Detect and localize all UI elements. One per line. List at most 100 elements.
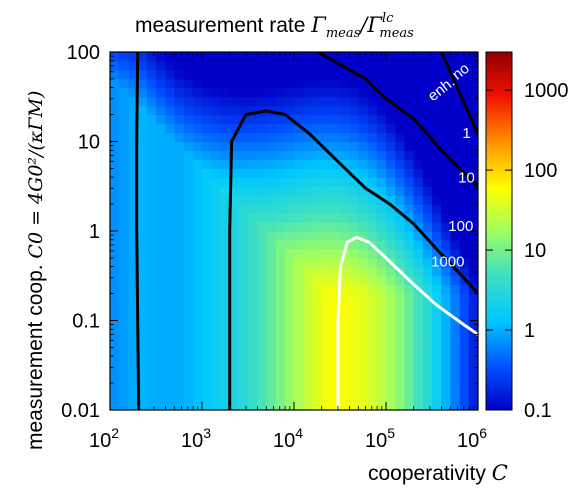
heatmap-cell xyxy=(165,222,175,232)
heatmap-cell xyxy=(321,78,332,89)
heatmap-cell xyxy=(220,302,231,313)
heatmap-cell xyxy=(174,96,185,107)
heatmap-cell xyxy=(330,374,341,384)
heatmap-cell xyxy=(358,392,369,402)
heatmap-cell xyxy=(165,114,175,125)
heatmap-cell xyxy=(294,320,304,331)
heatmap-cell xyxy=(192,123,203,134)
heatmap-cell xyxy=(211,60,221,71)
heatmap-cell xyxy=(220,69,231,80)
heatmap-cell xyxy=(266,338,277,348)
heatmap-cell xyxy=(459,311,470,322)
heatmap-cell xyxy=(238,168,249,178)
heatmap-cell xyxy=(202,383,212,393)
heatmap-cell xyxy=(266,365,277,375)
heatmap-cell xyxy=(340,222,350,232)
heatmap-cell xyxy=(340,338,350,348)
heatmap-cell xyxy=(248,114,258,125)
heatmap-cell xyxy=(303,132,313,143)
heatmap-cell xyxy=(386,141,396,152)
heatmap-cell xyxy=(459,78,470,89)
heatmap-cell xyxy=(128,87,139,98)
heatmap-cell xyxy=(156,168,166,178)
heatmap-cell xyxy=(137,275,148,286)
heatmap-cell xyxy=(156,150,166,160)
heatmap-cell xyxy=(275,60,286,71)
heatmap-cell xyxy=(376,231,387,241)
heatmap-cell xyxy=(146,338,157,348)
heatmap-cell xyxy=(248,257,258,268)
heatmap-cell xyxy=(156,52,166,62)
heatmap-cell xyxy=(386,87,396,98)
heatmap-cell xyxy=(156,284,166,295)
heatmap-cell xyxy=(110,392,120,402)
heatmap-cell xyxy=(266,248,277,259)
heatmap-cell xyxy=(413,356,424,366)
heatmap-cell xyxy=(395,195,405,205)
heatmap-cell xyxy=(220,132,231,143)
heatmap-cell xyxy=(358,177,369,187)
heatmap-cell xyxy=(257,356,267,366)
heatmap-cell xyxy=(156,392,166,402)
heatmap-cell xyxy=(367,302,378,313)
heatmap-cell xyxy=(284,365,295,375)
heatmap-cell xyxy=(165,338,175,348)
heatmap-cell xyxy=(137,293,148,304)
heatmap-cell xyxy=(174,105,185,116)
heatmap-cell xyxy=(303,150,313,160)
heatmap-cell xyxy=(404,320,415,331)
heatmap-cell xyxy=(312,141,323,152)
heatmap-cell xyxy=(119,222,129,232)
heatmap-cell xyxy=(165,177,175,187)
heatmap-cell xyxy=(165,257,175,268)
heatmap-cell xyxy=(395,231,405,241)
heatmap-cell xyxy=(349,177,359,187)
heatmap-cell xyxy=(413,105,424,116)
heatmap-cell xyxy=(174,383,185,393)
heatmap-cell xyxy=(386,132,396,143)
heatmap-cell xyxy=(137,302,148,313)
heatmap-cell xyxy=(367,132,378,143)
heatmap-cell xyxy=(303,347,313,357)
heatmap-cell xyxy=(211,69,221,80)
heatmap-cell xyxy=(248,195,258,205)
colorbar xyxy=(485,51,513,411)
heatmap-cell xyxy=(275,177,286,187)
heatmap-cell xyxy=(192,284,203,295)
heatmap-cell xyxy=(266,311,277,322)
heatmap-cell xyxy=(441,114,451,125)
heatmap-cell xyxy=(275,186,286,196)
heatmap-cell xyxy=(376,114,387,125)
heatmap-cell xyxy=(156,374,166,384)
heatmap-cell xyxy=(174,52,185,62)
heatmap-cell xyxy=(303,204,313,214)
heatmap-cell xyxy=(110,284,120,295)
heatmap-cell xyxy=(349,266,359,277)
heatmap-cell xyxy=(146,195,157,205)
heatmap-cell xyxy=(220,338,231,348)
heatmap-cell xyxy=(450,168,461,178)
heatmap-cell xyxy=(376,213,387,223)
heatmap-cell xyxy=(330,159,341,169)
heatmap-cell xyxy=(395,114,405,125)
heatmap-cell xyxy=(413,69,424,80)
heatmap-cell xyxy=(441,87,451,98)
heatmap-cell xyxy=(367,141,378,152)
heatmap-cell xyxy=(367,347,378,357)
heatmap-cell xyxy=(248,60,258,71)
heatmap-cell xyxy=(459,159,470,169)
heatmap-cell xyxy=(119,338,129,348)
heatmap-cell xyxy=(358,204,369,214)
heatmap-cell xyxy=(202,87,212,98)
heatmap-cell xyxy=(330,69,341,80)
heatmap-cell xyxy=(330,239,341,250)
y-tick-label: 10 xyxy=(78,132,100,154)
heatmap-cell xyxy=(422,320,433,331)
heatmap-cell xyxy=(119,383,129,393)
heatmap-cell xyxy=(413,383,424,393)
x-label-text: cooperativity xyxy=(368,462,492,485)
heatmap-cell xyxy=(404,96,415,107)
heatmap-cell xyxy=(321,239,332,250)
heatmap-cell xyxy=(119,186,129,196)
heatmap-cell xyxy=(156,356,166,366)
